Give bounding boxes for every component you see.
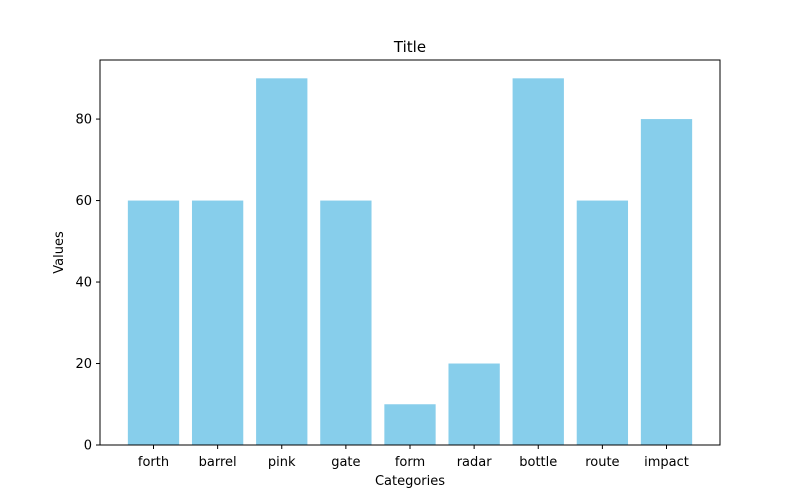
x-tick-label: form [395, 455, 425, 470]
x-tick-label: impact [644, 455, 689, 470]
y-axis-ticks: 0 20 40 60 80 [75, 113, 100, 454]
x-tick-label: gate [331, 455, 360, 470]
plot-frame [99, 59, 721, 446]
bar-bottle [512, 78, 564, 445]
x-tick-label: pink [268, 455, 296, 470]
bar-impact [640, 119, 693, 445]
y-tick-label: 60 [75, 194, 92, 209]
y-axis-label: Values [52, 231, 67, 274]
bar-gate [320, 200, 372, 445]
y-tick-label: 0 [84, 439, 92, 454]
x-tick-label: forth [138, 455, 169, 470]
bar-pink [256, 78, 308, 445]
x-tick-label: bottle [519, 455, 557, 470]
chart-title: Title [393, 38, 426, 56]
bar-barrel [191, 200, 244, 445]
bar-forth [127, 200, 180, 445]
y-tick-label: 80 [75, 113, 92, 128]
x-tick-label: radar [457, 455, 493, 470]
bars-group [127, 78, 693, 445]
x-axis-ticks: forth barrel pink gate form radar bottle route i… [138, 445, 689, 470]
bar-radar [448, 363, 500, 445]
x-axis-label: Categories [375, 474, 445, 489]
bar-form [384, 404, 436, 445]
x-tick-label: route [585, 455, 619, 470]
x-tick-label: barrel [199, 455, 237, 470]
bar-route [576, 200, 629, 445]
y-tick-label: 20 [75, 357, 92, 372]
y-tick-label: 40 [75, 276, 92, 291]
